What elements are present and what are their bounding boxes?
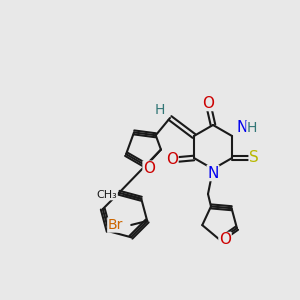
Text: CH₃: CH₃ — [97, 190, 117, 200]
Text: O: O — [219, 232, 231, 247]
Text: N: N — [236, 121, 248, 136]
Text: O: O — [202, 95, 214, 110]
Text: Br: Br — [108, 218, 123, 232]
Text: H: H — [247, 121, 257, 135]
Text: O: O — [166, 152, 178, 167]
Text: S: S — [249, 151, 259, 166]
Text: H: H — [155, 103, 165, 117]
Text: O: O — [143, 161, 155, 176]
Text: N: N — [207, 166, 219, 181]
